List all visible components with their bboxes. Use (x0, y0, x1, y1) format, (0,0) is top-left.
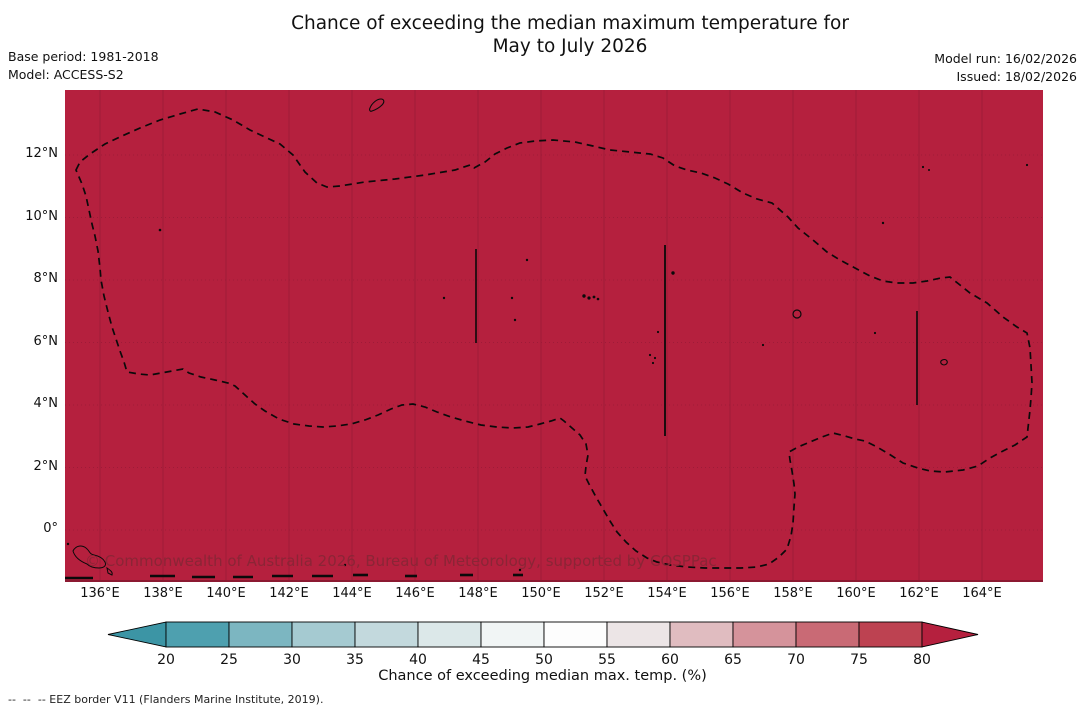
island-dot (1025, 163, 1029, 167)
x-tick-label: 154°E (647, 586, 687, 601)
colorbar-segment (669, 621, 734, 648)
colorbar-segment (732, 621, 797, 648)
x-tick-label: 160°E (836, 586, 876, 601)
map-canvas: © Commonwealth of Australia 2026, Bureau… (65, 90, 1043, 582)
x-tick-label: 152°E (584, 586, 624, 601)
x-tick-label: 164°E (962, 586, 1002, 601)
eez-internal-borders (475, 245, 918, 436)
colorbar-segment (858, 621, 923, 648)
colorbar-tick-label: 45 (472, 652, 490, 668)
eez-source-footnote: -- -- -- EEZ border V11 (Flanders Marine… (8, 693, 324, 706)
issued-text: Issued: 18/02/2026 (956, 69, 1078, 84)
island-dot (921, 165, 925, 169)
colorbar-segment (606, 621, 671, 648)
colorbar-segment (795, 621, 860, 648)
colorbar-label: Chance of exceeding median max. temp. (%… (378, 668, 707, 684)
island-dot (881, 221, 885, 225)
y-tick-label: 2°N (33, 458, 59, 474)
model-run-text: Model run: 16/02/2026 (934, 51, 1077, 66)
colorbar-segment (543, 621, 608, 648)
x-tick-label: 140°E (206, 586, 246, 601)
pohnpei-island-outline (792, 309, 802, 319)
title-line-1: Chance of exceeding the median maximum t… (291, 13, 849, 34)
colorbar-tick-label: 75 (850, 652, 868, 668)
colorbar-tick-label: 30 (283, 652, 301, 668)
island-dot (873, 331, 877, 335)
base-period-text: Base period: 1981-2018 (8, 49, 159, 64)
eez-border-dashed (75, 108, 1033, 569)
island-dot (653, 356, 657, 360)
island-dot (518, 568, 522, 572)
colorbar-tick-label: 55 (598, 652, 616, 668)
model-metadata: Base period: 1981-2018 Model: ACCESS-S2 (8, 48, 159, 84)
x-tick-label: 162°E (899, 586, 939, 601)
page-title: Chance of exceeding the median maximum t… (65, 12, 1075, 58)
x-tick-label: 138°E (143, 586, 183, 601)
x-tick-label: 142°E (269, 586, 309, 601)
x-tick-label: 156°E (710, 586, 750, 601)
copyright-watermark: © Commonwealth of Australia 2026, Bureau… (85, 552, 717, 570)
x-tick-label: 150°E (521, 586, 561, 601)
y-tick-label: 10°N (25, 208, 58, 224)
coast-segments (65, 573, 523, 580)
x-tick-label: 146°E (395, 586, 435, 601)
colorbar-tick-label: 20 (157, 652, 175, 668)
island-dot (343, 563, 347, 567)
island-tail-outline (106, 566, 113, 576)
latitude-gridlines (65, 154, 1043, 531)
colorbar: 20 25 30 35 40 45 50 55 60 65 70 75 80 (107, 621, 979, 668)
colorbar-left-arrow (107, 621, 167, 648)
chuuk-island-cluster (582, 294, 600, 301)
island-dot (651, 361, 655, 365)
colorbar-tick-label: 25 (220, 652, 238, 668)
island-dot (525, 258, 529, 262)
colorbar-segment (417, 621, 482, 648)
island-marks (158, 98, 1029, 572)
colorbar-tick-label: 80 (913, 652, 931, 668)
coastline-marks (65, 542, 523, 580)
island-dot (510, 296, 514, 300)
island-dot (656, 330, 660, 334)
colorbar-segment (480, 621, 545, 648)
colorbar-tick-label: 60 (661, 652, 679, 668)
y-tick-label: 4°N (33, 396, 59, 411)
island-cluster-outline (72, 545, 106, 569)
colorbar-segment (291, 621, 356, 648)
model-name-text: Model: ACCESS-S2 (8, 67, 124, 82)
island-dot (761, 343, 765, 347)
map-graphics (65, 90, 1043, 580)
title-line-2: May to July 2026 (492, 36, 648, 57)
y-tick-label: 0° (43, 521, 58, 536)
colorbar-tick-label: 40 (409, 652, 427, 668)
colorbar-tick-label: 35 (346, 652, 364, 668)
longitude-gridlines (99, 90, 983, 580)
x-tick-label: 144°E (332, 586, 372, 601)
island-dot (671, 271, 675, 275)
colorbar-tick-label: 70 (787, 652, 805, 668)
colorbar-segment (228, 621, 293, 648)
x-tick-label: 158°E (773, 586, 813, 601)
y-tick-label: 12°N (25, 146, 58, 161)
island-dot (928, 169, 930, 171)
colorbar-right-arrow (921, 621, 979, 648)
yap-island-dot (158, 228, 162, 232)
island-dot (66, 542, 70, 546)
y-tick-label: 8°N (33, 271, 59, 286)
colorbar-segment (354, 621, 419, 648)
island-dot (442, 296, 446, 300)
run-metadata: Model run: 16/02/2026 Issued: 18/02/2026 (934, 50, 1077, 86)
colorbar-tick-label: 65 (724, 652, 742, 668)
colorbar-segment (165, 621, 230, 648)
x-tick-label: 136°E (80, 586, 120, 601)
colorbar-tick-label: 50 (535, 652, 553, 668)
guam-island-outline (369, 98, 385, 112)
kosrae-island-outline (940, 358, 948, 366)
island-dot (513, 318, 517, 322)
island-dot (648, 353, 652, 357)
y-tick-label: 6°N (33, 333, 59, 349)
x-tick-label: 148°E (458, 586, 498, 601)
